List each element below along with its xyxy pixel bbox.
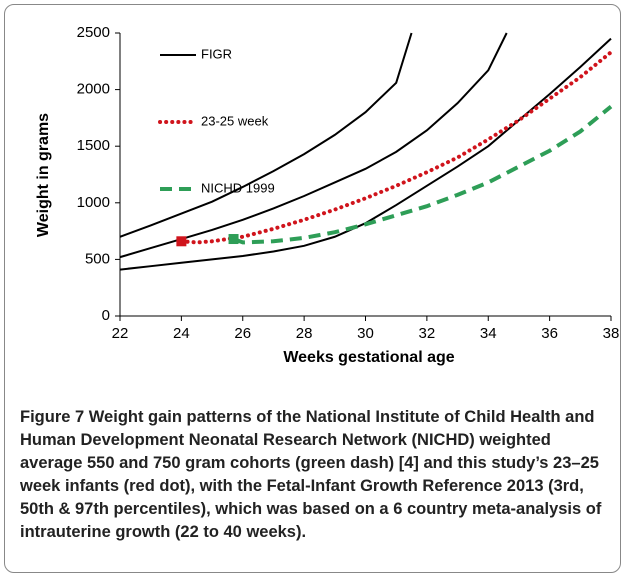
y-axis-title: Weight in grams xyxy=(35,113,52,237)
legend-label: 23-25 week xyxy=(201,113,269,128)
x-tick-label: 22 xyxy=(112,325,129,342)
x-tick-label: 26 xyxy=(234,325,251,342)
caption: Figure 7 Weight gain patterns of the Nat… xyxy=(20,406,612,544)
caption-text: Weight gain patterns of the National Ins… xyxy=(20,408,602,541)
chart: Weeks gestational age Weight in grams 0 5… xyxy=(35,24,620,366)
y-tick-label: 2500 xyxy=(77,24,110,41)
y-tick-label: 2000 xyxy=(77,81,110,98)
x-tick-label: 28 xyxy=(296,325,313,342)
x-tick-label: 34 xyxy=(480,325,497,342)
start-marker xyxy=(228,234,239,245)
line xyxy=(119,32,413,238)
legend-label: NICHD 1999 xyxy=(201,180,275,195)
x-tick-label: 30 xyxy=(357,325,374,342)
figure-frame xyxy=(4,4,621,573)
y-tick-label: 0 xyxy=(102,307,110,324)
caption-label: Figure 7 xyxy=(20,408,85,426)
x-tick-label: 32 xyxy=(419,325,436,342)
line xyxy=(119,32,508,259)
start-marker xyxy=(176,236,187,247)
y-tick-label: 1500 xyxy=(77,137,110,154)
x-tick-label: 24 xyxy=(173,325,190,342)
line xyxy=(232,105,613,245)
x-axis-title: Weeks gestational age xyxy=(283,349,454,366)
x-tick-label: 36 xyxy=(541,325,558,342)
y-tick-label: 500 xyxy=(85,250,110,267)
line xyxy=(179,50,613,245)
x-tick-label: 38 xyxy=(603,325,620,342)
legend-label: FIGR xyxy=(201,46,232,61)
y-tick-label: 1000 xyxy=(77,194,110,211)
